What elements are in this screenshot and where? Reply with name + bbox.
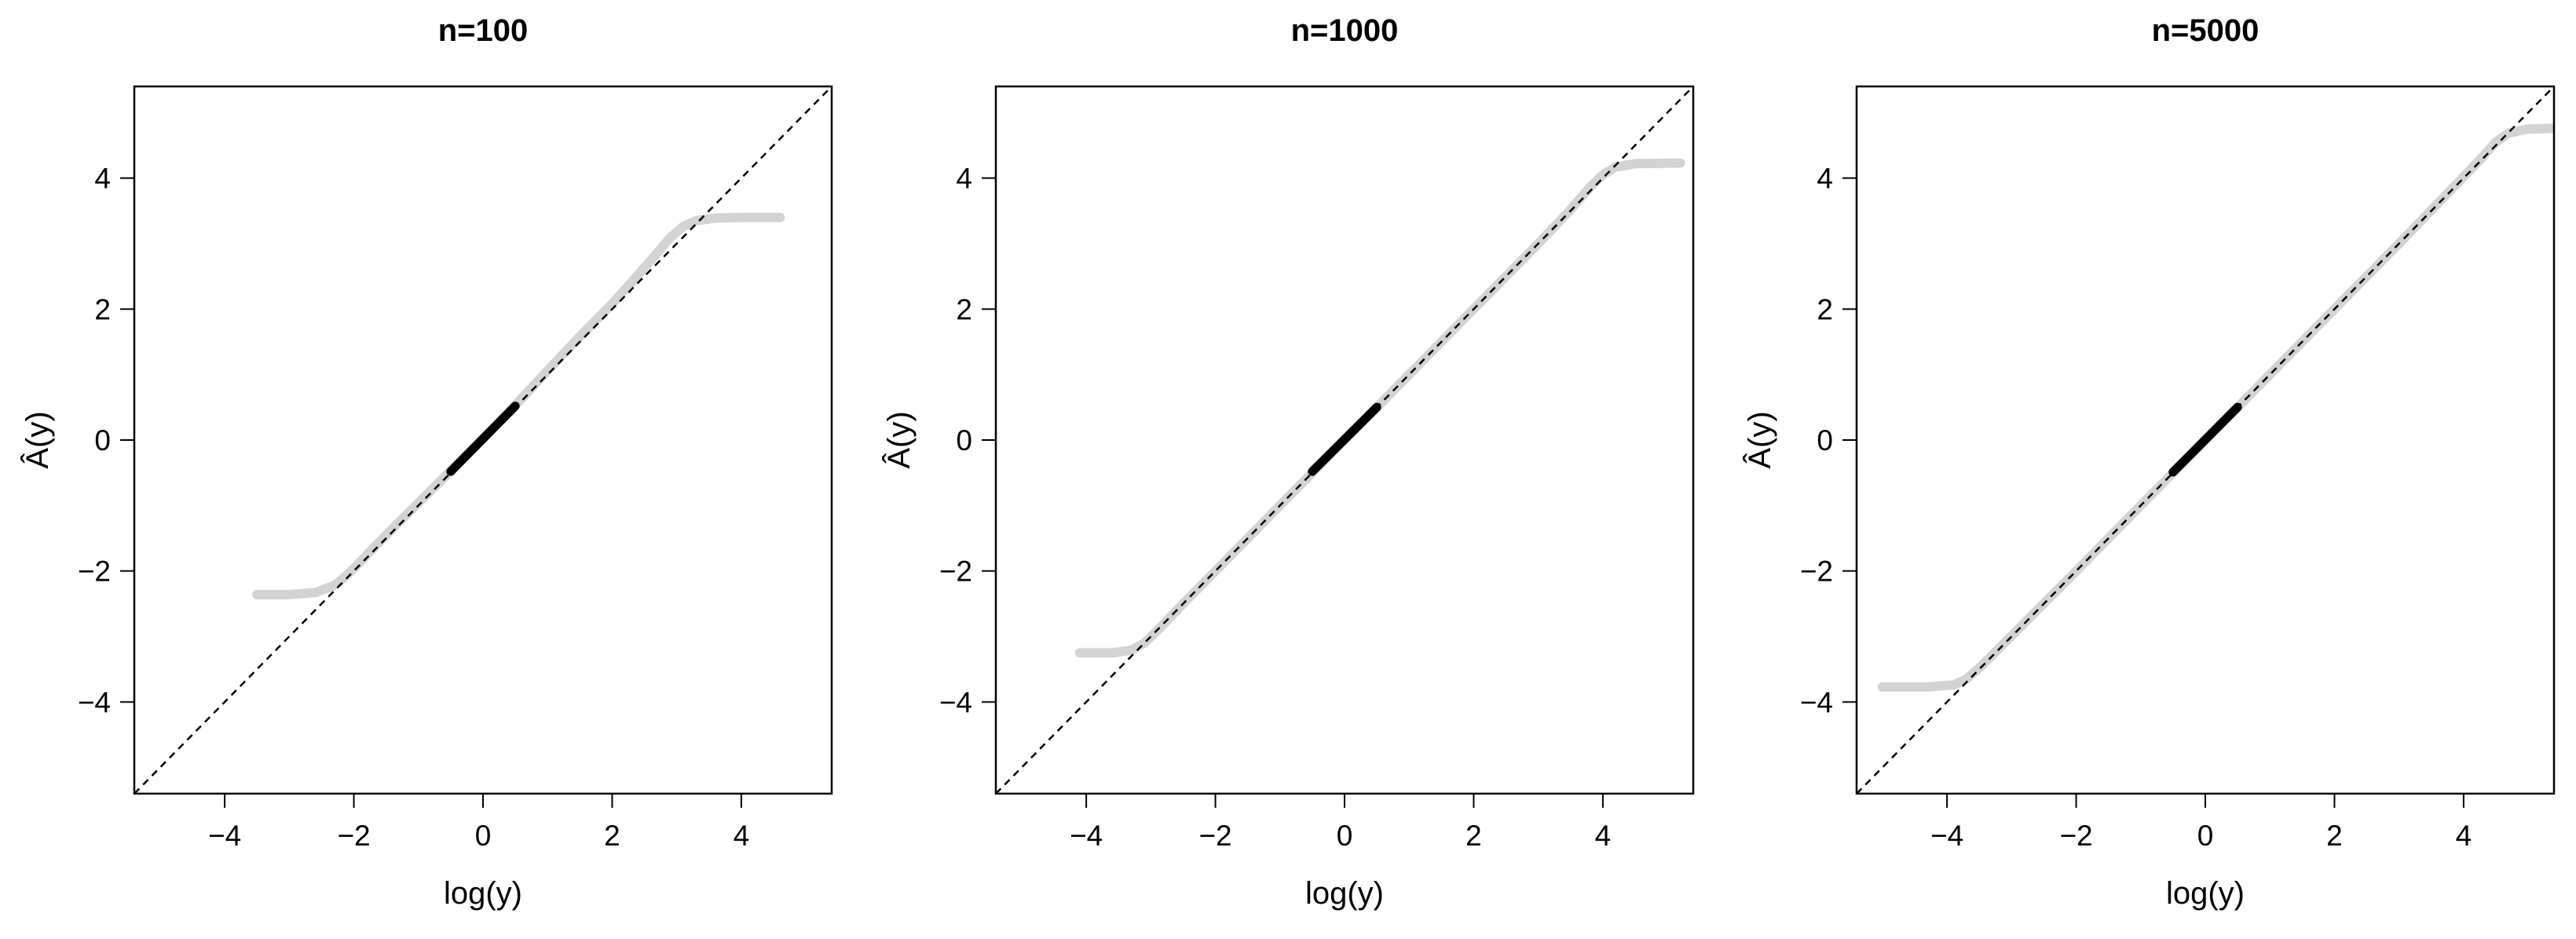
chart-title: n=1000 [1291,13,1399,48]
y-axis-label: Â(y) [1742,411,1777,468]
x-axis-label: log(y) [444,876,522,911]
y-tick-label: −4 [78,686,111,718]
x-tick-label: 4 [1595,820,1612,852]
observed-range-segment-top [1308,402,1381,476]
x-axis-label: log(y) [1305,876,1384,911]
x-tick-label: 0 [2197,820,2214,852]
x-tick-label: −2 [2059,820,2092,852]
x-axis-label: log(y) [2166,876,2245,911]
panel-2: n=1000 −4 −2 0 2 4 −4 −2 0 2 4 log(y) Â(y) [881,13,1695,911]
x-tick-label: 4 [2456,820,2472,852]
plot-area [996,86,1693,794]
plot-area [1857,86,2554,794]
x-tick-label: −4 [208,820,241,852]
plot-frame [994,85,1695,795]
y-axis-label: Â(y) [881,411,917,468]
x-tick-label: 2 [604,820,620,852]
y-tick-label: 0 [956,424,972,457]
x-tick-label: 2 [2326,820,2343,852]
y-axis-label: Â(y) [20,411,55,468]
x-tick-label: −2 [337,820,370,852]
x-tick-label: −4 [1930,820,1963,852]
panel-1: n=100 −4 −2 0 2 4 −4 −2 0 2 4 log(y) Â(y) [20,13,833,911]
y-tick-label: 2 [956,293,972,325]
y-tick-label: −4 [939,686,972,718]
plot-frame [133,85,833,795]
x-tick-label: 2 [1465,820,1482,852]
plot-area [134,86,832,794]
y-tick-label: 2 [94,293,111,325]
panel-3: n=5000 −4 −2 0 2 4 −4 −2 0 2 4 log(y) Â(y) [1742,13,2556,911]
x-tick-label: −2 [1198,820,1231,852]
y-tick-label: −2 [78,556,111,588]
observed-range-segment-top [446,402,520,476]
y-tick-label: −4 [1800,686,1833,718]
chart-title: n=100 [438,13,529,48]
x-tick-label: 4 [734,820,750,852]
x-tick-label: 0 [475,820,492,852]
y-tick-label: 4 [956,163,972,195]
plot-frame [1855,85,2556,795]
y-tick-label: 4 [1817,163,1833,195]
x-tick-label: 0 [1337,820,1353,852]
x-tick-label: −4 [1070,820,1103,852]
y-tick-label: 0 [1817,424,1833,457]
y-tick-label: −2 [1800,556,1833,588]
estimate-curve [252,212,785,600]
y-tick-label: −2 [939,556,972,588]
y-tick-label: 2 [1817,293,1833,325]
y-tick-label: 0 [94,424,111,457]
chart-title: n=5000 [2152,13,2259,48]
y-tick-label: 4 [94,163,111,195]
estimate-curve [1877,123,2554,692]
observed-range-segment-top [2168,402,2242,477]
